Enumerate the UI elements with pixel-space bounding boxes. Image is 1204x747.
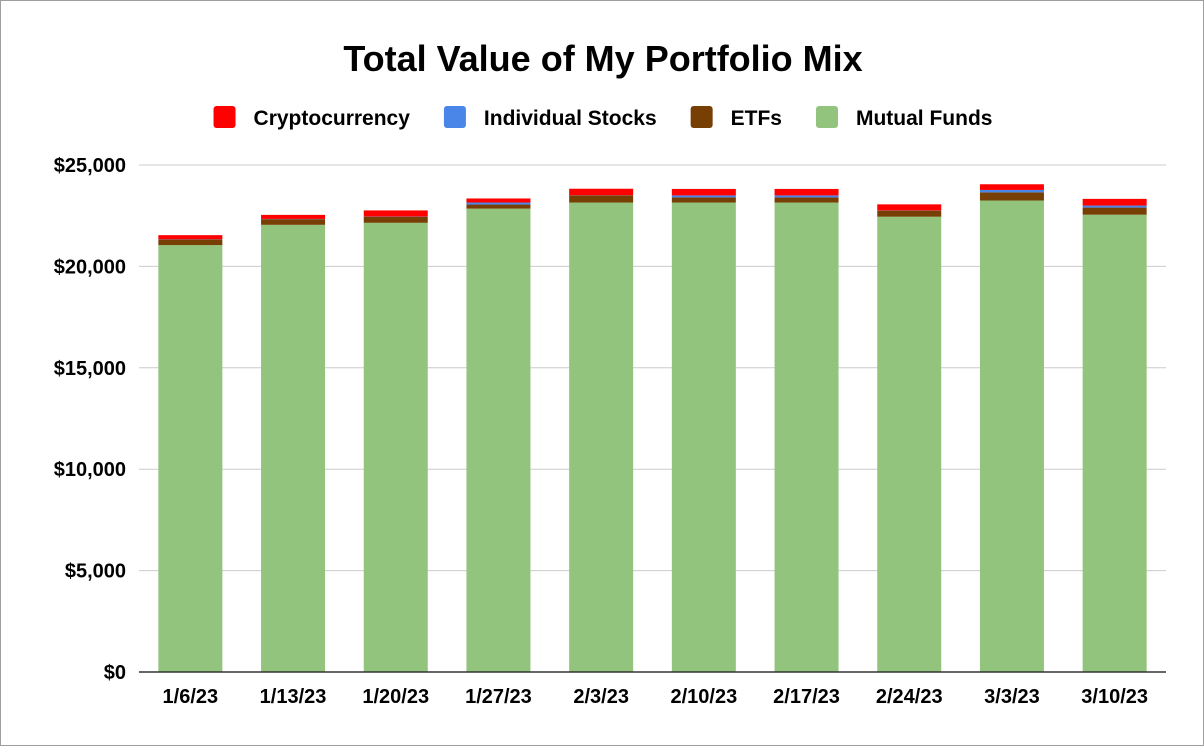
- bar-segment-cryptocurrency: [980, 184, 1044, 190]
- bar-segment-cryptocurrency: [672, 189, 736, 195]
- bar-segment-mutual-funds: [775, 203, 839, 672]
- bar-segment-cryptocurrency: [569, 189, 633, 195]
- bar-segment-etfs: [980, 192, 1044, 200]
- bar-segment-etfs: [672, 197, 736, 202]
- bar-group: [158, 235, 222, 672]
- x-tick-label: 1/13/23: [260, 686, 327, 708]
- legend-swatch: [691, 106, 713, 128]
- legend-item: Cryptocurrency: [214, 106, 411, 130]
- bar-segment-etfs: [877, 211, 941, 217]
- y-tick-label: $10,000: [54, 459, 126, 481]
- y-tick-label: $25,000: [54, 155, 126, 177]
- bar-segment-individual-stocks: [1083, 206, 1147, 208]
- x-tick-label: 2/24/23: [876, 686, 943, 708]
- legend-swatch: [816, 106, 838, 128]
- bar-segment-cryptocurrency: [775, 189, 839, 195]
- bar-segment-etfs: [261, 219, 325, 225]
- legend-item: Mutual Funds: [816, 106, 992, 130]
- x-tick-label: 1/20/23: [362, 686, 429, 708]
- chart-title: Total Value of My Portfolio Mix: [343, 38, 862, 79]
- bar-group: [672, 189, 736, 672]
- x-tick-label: 2/10/23: [670, 686, 737, 708]
- legend-item: Individual Stocks: [444, 106, 657, 130]
- bar-group: [980, 184, 1044, 672]
- legend-label: Cryptocurrency: [254, 107, 411, 130]
- x-tick-label: 1/6/23: [163, 686, 219, 708]
- bar-segment-individual-stocks: [775, 195, 839, 197]
- x-tick-label: 2/17/23: [773, 686, 840, 708]
- y-tick-label: $0: [104, 662, 126, 684]
- bar-segment-etfs: [1083, 208, 1147, 215]
- x-tick-label: 3/3/23: [984, 686, 1040, 708]
- bar-segment-mutual-funds: [466, 209, 530, 672]
- bar-segment-cryptocurrency: [364, 210, 428, 216]
- y-tick-label: $20,000: [54, 256, 126, 278]
- bar-segment-individual-stocks: [672, 195, 736, 197]
- bar-segment-etfs: [158, 239, 222, 245]
- bars: [158, 184, 1146, 672]
- legend-label: Individual Stocks: [484, 107, 657, 130]
- bar-segment-mutual-funds: [261, 225, 325, 672]
- legend-swatch: [444, 106, 466, 128]
- bar-segment-mutual-funds: [980, 200, 1044, 672]
- bar-group: [569, 189, 633, 672]
- bar-segment-cryptocurrency: [158, 235, 222, 239]
- bar-group: [364, 210, 428, 672]
- y-tick-label: $5,000: [65, 561, 126, 583]
- bar-group: [261, 215, 325, 672]
- bar-segment-mutual-funds: [672, 203, 736, 672]
- bar-segment-individual-stocks: [466, 203, 530, 205]
- bar-segment-etfs: [364, 217, 428, 223]
- legend-item: ETFs: [691, 106, 782, 130]
- bar-group: [775, 189, 839, 672]
- x-tick-label: 3/10/23: [1081, 686, 1148, 708]
- bar-segment-etfs: [466, 205, 530, 209]
- y-tick-label: $15,000: [54, 358, 126, 380]
- bar-segment-mutual-funds: [569, 203, 633, 672]
- bar-segment-cryptocurrency: [261, 215, 325, 219]
- bar-segment-mutual-funds: [1083, 215, 1147, 672]
- bar-segment-individual-stocks: [980, 190, 1044, 192]
- x-tick-label: 1/27/23: [465, 686, 532, 708]
- legend-swatch: [214, 106, 236, 128]
- legend-label: ETFs: [731, 107, 782, 130]
- bar-segment-mutual-funds: [364, 223, 428, 672]
- y-axis-ticks: $0 $5,000 $10,000 $15,000 $20,000 $25,000: [54, 155, 126, 684]
- bar-segment-mutual-funds: [877, 217, 941, 672]
- bar-segment-cryptocurrency: [466, 198, 530, 202]
- bar-segment-cryptocurrency: [877, 204, 941, 210]
- x-axis-ticks: 1/6/23 1/13/23 1/20/23 1/27/23 2/3/23 2/10/23…: [163, 686, 1148, 708]
- bar-group: [1083, 199, 1147, 672]
- bar-segment-cryptocurrency: [1083, 199, 1147, 206]
- bar-segment-etfs: [775, 197, 839, 202]
- bar-group: [466, 198, 530, 672]
- legend-label: Mutual Funds: [856, 107, 992, 130]
- legend: Cryptocurrency Individual Stocks ETFs Mutua…: [214, 106, 993, 130]
- bar-segment-mutual-funds: [158, 245, 222, 672]
- bar-segment-etfs: [569, 195, 633, 202]
- x-tick-label: 2/3/23: [573, 686, 629, 708]
- bar-group: [877, 204, 941, 672]
